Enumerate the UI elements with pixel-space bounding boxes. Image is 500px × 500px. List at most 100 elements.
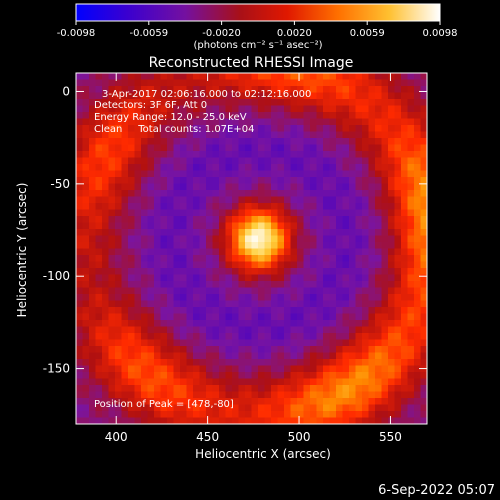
heatmap-cell xyxy=(160,99,168,106)
heatmap-cell xyxy=(199,274,207,282)
heatmap-cell xyxy=(206,339,213,347)
heatmap-cell xyxy=(154,183,161,191)
heatmap-cell xyxy=(173,144,181,152)
heatmap-cell xyxy=(173,255,181,262)
heatmap-cell xyxy=(199,268,207,275)
heatmap-cell xyxy=(102,404,109,412)
heatmap-cell xyxy=(160,313,168,321)
heatmap-cell xyxy=(212,365,220,373)
heatmap-cell xyxy=(102,125,109,132)
heatmap-cell xyxy=(238,346,246,353)
heatmap-cell xyxy=(141,203,148,210)
heatmap-cell xyxy=(420,261,427,269)
heatmap-cell xyxy=(271,242,278,249)
heatmap-cell xyxy=(323,151,330,158)
heatmap-cell xyxy=(193,203,200,210)
heatmap-cell xyxy=(154,404,161,412)
heatmap-cell xyxy=(277,222,285,230)
heatmap-cell xyxy=(381,118,389,126)
heatmap-cell xyxy=(310,398,317,405)
heatmap-cell xyxy=(355,287,363,295)
heatmap-cell xyxy=(316,164,324,171)
heatmap-cell xyxy=(82,157,90,165)
heatmap-cell xyxy=(82,105,90,113)
heatmap-cell xyxy=(407,248,415,256)
heatmap-cell xyxy=(121,73,129,80)
heatmap-cell xyxy=(342,183,350,191)
heatmap-cell xyxy=(271,294,278,301)
heatmap-cell xyxy=(290,118,298,126)
heatmap-cell xyxy=(160,203,168,210)
heatmap-cell xyxy=(167,125,174,132)
heatmap-cell xyxy=(95,248,103,256)
heatmap-cell xyxy=(323,313,330,321)
heatmap-cell xyxy=(277,300,285,308)
heatmap-cell xyxy=(89,385,96,392)
heatmap-cell xyxy=(102,307,109,314)
heatmap-cell xyxy=(303,248,311,256)
heatmap-cell xyxy=(362,365,369,373)
heatmap-cell xyxy=(420,248,427,256)
heatmap-cell xyxy=(121,248,129,256)
heatmap-cell xyxy=(394,307,402,314)
heatmap-cell xyxy=(329,196,337,204)
heatmap-cell xyxy=(284,196,291,204)
heatmap-cell xyxy=(186,333,194,340)
heatmap-cell xyxy=(258,196,265,204)
heatmap-cell xyxy=(355,177,363,184)
heatmap-cell xyxy=(277,333,285,340)
heatmap-cell xyxy=(102,118,109,126)
heatmap-cell xyxy=(167,391,174,399)
heatmap-cell xyxy=(238,365,246,373)
heatmap-cell xyxy=(219,365,226,373)
heatmap-cell xyxy=(323,138,330,145)
heatmap-cell xyxy=(264,144,272,152)
heatmap-cell xyxy=(303,404,311,412)
heatmap-cell xyxy=(420,417,427,424)
heatmap-cell xyxy=(115,352,122,360)
heatmap-cell xyxy=(82,138,90,145)
heatmap-cell xyxy=(394,326,402,334)
heatmap-cell xyxy=(141,294,148,301)
heatmap-cell xyxy=(167,300,174,308)
heatmap-cell xyxy=(128,326,135,334)
heatmap-cell xyxy=(329,255,337,262)
heatmap-cell xyxy=(329,222,337,230)
heatmap-cell xyxy=(368,391,376,399)
heatmap-cell xyxy=(355,151,363,158)
heatmap-cell xyxy=(173,242,181,249)
heatmap-cell xyxy=(238,339,246,347)
heatmap-cell xyxy=(342,118,350,126)
heatmap-cell xyxy=(154,300,161,308)
heatmap-cell xyxy=(290,326,298,334)
heatmap-cell xyxy=(212,183,220,191)
heatmap-cell xyxy=(134,105,142,113)
heatmap-cell xyxy=(199,131,207,139)
heatmap-cell xyxy=(167,365,174,373)
heatmap-cell xyxy=(401,248,408,256)
heatmap-cell xyxy=(108,352,116,360)
heatmap-cell xyxy=(108,346,116,353)
heatmap-cell xyxy=(108,333,116,340)
heatmap-cell xyxy=(82,183,90,191)
heatmap-cell xyxy=(219,118,226,126)
heatmap-cell xyxy=(368,294,376,301)
x-tick-label: 400 xyxy=(105,430,128,444)
heatmap-cell xyxy=(297,372,304,379)
heatmap-cell xyxy=(323,359,330,366)
heatmap-cell xyxy=(141,372,148,379)
heatmap-cell xyxy=(284,112,291,119)
heatmap-cell xyxy=(225,255,233,262)
heatmap-cell xyxy=(186,287,194,295)
heatmap-cell xyxy=(329,125,337,132)
heatmap-cell xyxy=(121,138,129,145)
heatmap-cell xyxy=(219,216,226,223)
heatmap-cell xyxy=(134,118,142,126)
heatmap-cell xyxy=(284,138,291,145)
heatmap-cell xyxy=(180,164,187,171)
heatmap-cell xyxy=(355,170,363,178)
heatmap-cell xyxy=(310,300,317,308)
heatmap-cell xyxy=(115,242,122,249)
heatmap-cell xyxy=(368,385,376,392)
heatmap-cell xyxy=(154,118,161,126)
